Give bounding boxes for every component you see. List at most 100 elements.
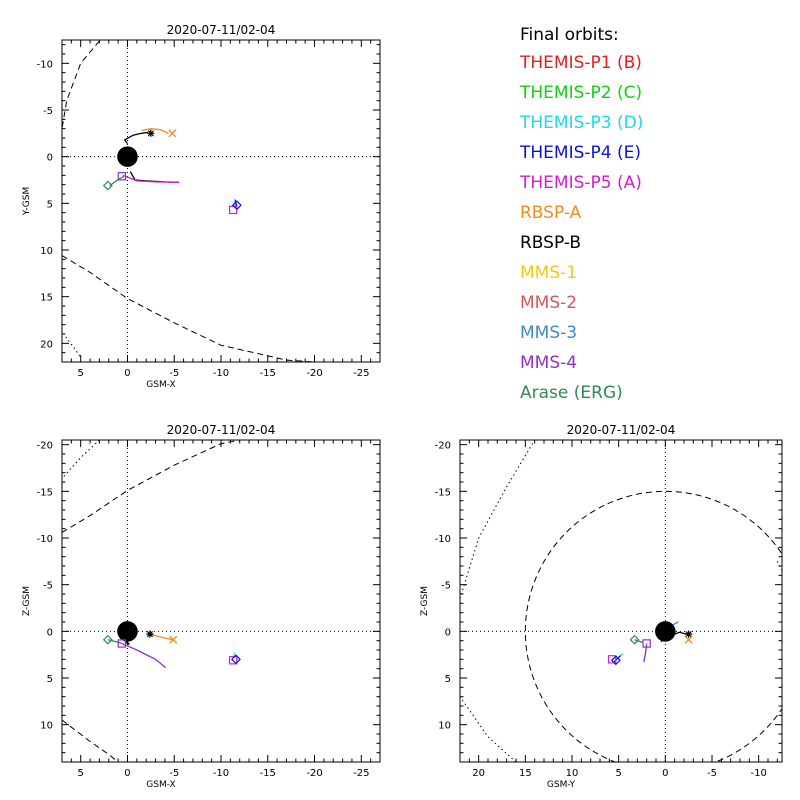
legend-entry: MMS-2 [520, 293, 578, 313]
orbit-track [122, 174, 179, 183]
spacecraft-marker [147, 129, 155, 137]
orbit-track [109, 175, 125, 187]
spacecraft-marker [685, 630, 693, 638]
boundary-curve [62, 719, 119, 762]
legend-entry: MMS-4 [520, 353, 578, 373]
y-tick-label: 10 [438, 721, 451, 732]
spacecraft-marker [117, 172, 127, 181]
y-tick-label: 0 [445, 627, 451, 638]
earth-disk [117, 146, 138, 167]
legend-entry: Arase (ERG) [520, 383, 623, 403]
legend-heading: Final orbits: [520, 25, 619, 45]
y-tick-label: -5 [43, 581, 53, 592]
plot-frame [61, 439, 381, 763]
y-tick-label: 15 [40, 293, 53, 304]
x-axis-label: GSM-X [146, 780, 175, 790]
y-tick-label: 0 [47, 627, 53, 638]
legend-entry: THEMIS-P5 (A) [520, 173, 642, 193]
spacecraft-marker [117, 639, 127, 648]
y-tick-label: -5 [441, 581, 451, 592]
y-tick-label: -20 [37, 441, 53, 452]
plot-area [62, 40, 380, 362]
spacecraft-marker [169, 635, 178, 644]
plot-title: 2020-07-11/02-04 [167, 423, 276, 437]
boundary-curve [460, 696, 517, 762]
y-axis-label: Z-GSM [22, 586, 32, 616]
x-tick-label: 20 [472, 768, 485, 779]
plot-title: 2020-07-11/02-04 [167, 23, 276, 37]
y-tick-label: 0 [47, 153, 53, 164]
x-tick-label: 10 [566, 768, 579, 779]
x-tick-label: -5 [169, 368, 179, 379]
plot-area [460, 440, 782, 762]
boundary-curve [62, 440, 240, 533]
orbit-track [660, 631, 687, 643]
orbit-track [121, 642, 167, 669]
plot-panel-xz: 5 0 -5 -10 -15 -20 -25 -20 -15 -10 -5 0 5 10 2020-07-1… [22, 423, 381, 790]
y-tick-label: 10 [40, 246, 53, 257]
x-tick-label: -5 [707, 768, 717, 779]
x-tick-label: -10 [213, 368, 229, 379]
y-tick-label: 20 [40, 339, 53, 350]
legend-entry: THEMIS-P3 (D) [520, 113, 644, 133]
spacecraft-marker [629, 634, 640, 645]
boundary-curve [65, 336, 82, 358]
y-tick-label: 5 [47, 199, 53, 210]
legend-entry: RBSP-A [520, 203, 582, 223]
x-axis-label: GSM-Y [547, 780, 576, 790]
x-tick-label: 5 [615, 768, 621, 779]
x-tick-label: 0 [662, 768, 668, 779]
orbit-track [119, 634, 130, 645]
boundary-curve [63, 440, 100, 477]
x-axis-label: GSM-X [146, 380, 175, 390]
x-tick-label: 0 [124, 768, 130, 779]
legend-entry: THEMIS-P4 (E) [520, 143, 641, 163]
orbit-track [123, 131, 149, 144]
spacecraft-marker [146, 630, 154, 638]
legend-entry: RBSP-B [520, 233, 582, 253]
earth-disk [117, 621, 138, 642]
x-tick-label: -25 [353, 768, 369, 779]
legend-entries: THEMIS-P1 (B) THEMIS-P2 (C) THEMIS-P3 (D) T… [520, 48, 643, 408]
orbit-track [613, 655, 621, 663]
legend: Final orbits: THEMIS-P1 (B) THEMIS-P2 (C)… [520, 22, 643, 408]
plot-frame [459, 439, 783, 763]
plot-panel-yz: 20 15 10 5 0 -5 -10 -20 -15 -10 -5 0 5 10 2020-07-11/0… [420, 423, 783, 790]
x-tick-label: 5 [78, 768, 84, 779]
boundary-curve [62, 255, 315, 362]
y-tick-label: -10 [37, 59, 53, 70]
y-tick-label: -20 [435, 441, 451, 452]
spacecraft-marker [231, 654, 241, 665]
y-tick-label: 5 [47, 674, 53, 685]
x-tick-label: -20 [306, 768, 322, 779]
x-tick-label: 5 [78, 368, 84, 379]
y-tick-label: -15 [37, 487, 53, 498]
plot-area [62, 440, 380, 762]
boundary-curve [62, 40, 100, 129]
y-tick-label: 10 [40, 721, 53, 732]
orbit-track [634, 639, 644, 644]
y-tick-label: -10 [37, 534, 53, 545]
x-tick-label: -15 [260, 768, 276, 779]
plot-frame [61, 39, 381, 363]
legend-entry: THEMIS-P2 (C) [520, 83, 643, 103]
spacecraft-marker [228, 656, 238, 665]
spacecraft-marker [607, 655, 617, 664]
spacecraft-marker [102, 634, 113, 645]
x-tick-label: 0 [124, 368, 130, 379]
y-tick-label: 5 [445, 674, 451, 685]
orbit-track [141, 128, 169, 134]
legend-entry: THEMIS-P1 (B) [520, 53, 642, 73]
y-axis-label: Z-GSM [420, 586, 430, 616]
orbit-track [672, 621, 679, 626]
legend-entry: MMS-3 [520, 323, 578, 343]
y-tick-label: -15 [435, 487, 451, 498]
y-tick-label: -10 [435, 534, 451, 545]
orbit-track [149, 633, 173, 641]
spacecraft-marker [684, 635, 693, 644]
x-tick-label: -20 [306, 368, 322, 379]
x-tick-label: -25 [353, 368, 369, 379]
spacecraft-marker [168, 129, 177, 138]
spacecraft-marker [610, 655, 621, 666]
